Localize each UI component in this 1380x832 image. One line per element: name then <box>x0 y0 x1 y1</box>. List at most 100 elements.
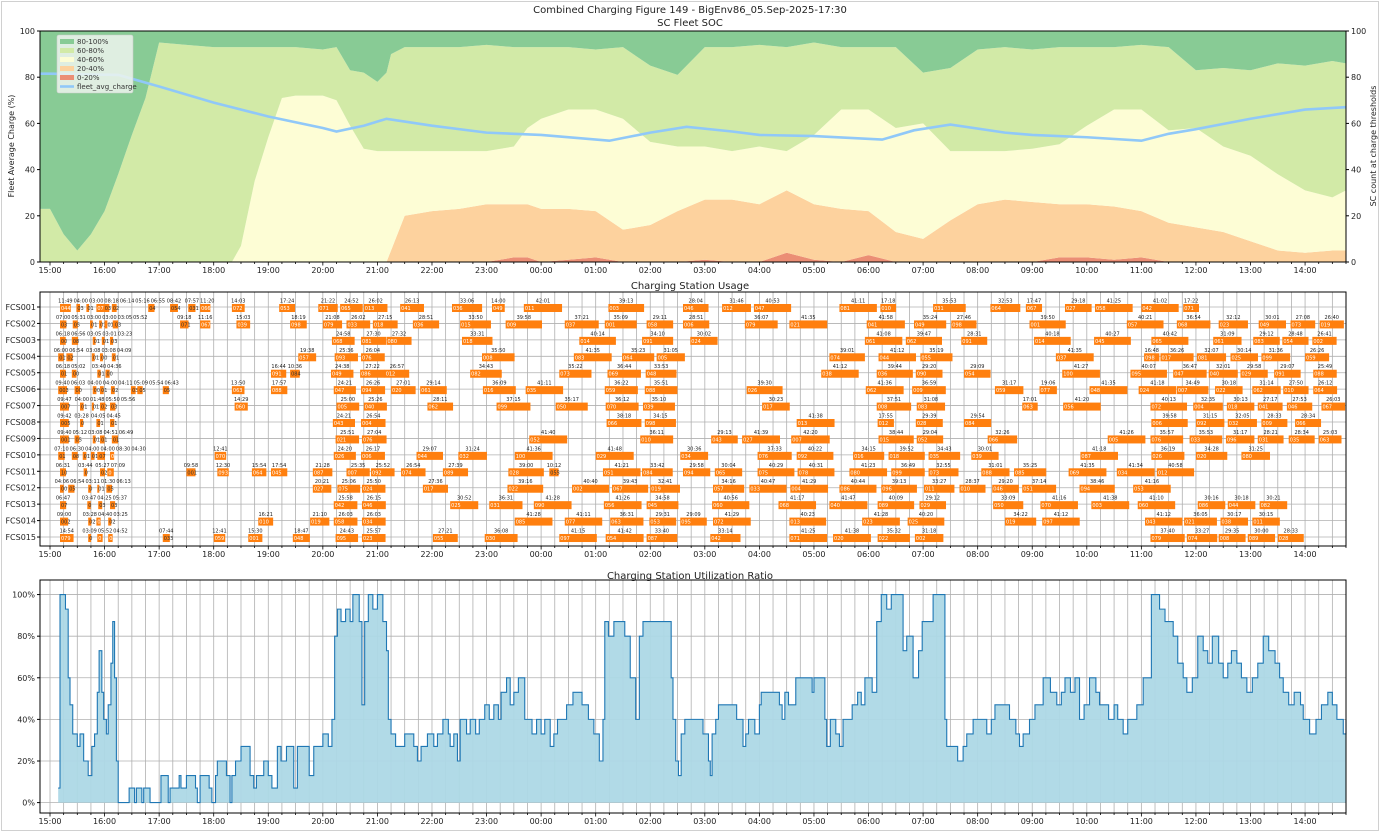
legend-swatch-0-20pct <box>60 75 74 80</box>
session-id-label: 094 <box>684 470 694 476</box>
charging-session-bar <box>1257 402 1283 411</box>
session-id-label: 023 <box>863 520 873 526</box>
charging-session-bar <box>650 484 680 493</box>
session-id-label: 031 <box>1259 437 1269 443</box>
charging-session-bar <box>290 369 300 378</box>
charging-session-bar <box>549 468 559 477</box>
session-duration-label: 25:51 <box>340 430 354 436</box>
charging-session-bar <box>1253 336 1280 345</box>
session-id-label: 021 <box>337 437 347 443</box>
charging-session-bar <box>80 419 84 428</box>
session-duration-label: 34:43 <box>937 446 951 452</box>
charging-session-bar <box>1257 435 1284 444</box>
session-id-label: 098 <box>952 322 962 328</box>
charging-session-bar <box>797 468 835 477</box>
session-duration-label: 28:51 <box>689 315 703 321</box>
session-id-label: 026 <box>335 454 345 460</box>
session-duration-label: 28:34 <box>1294 430 1308 436</box>
session-id-label: 01 <box>100 322 106 328</box>
session-duration-label: 24:20 <box>338 446 352 452</box>
station-label-fcs005: FCS005 <box>5 369 36 378</box>
session-id-label: 003 <box>59 388 69 394</box>
session-id-label: 036 <box>878 372 888 378</box>
session-duration-label: 04:06 <box>55 479 69 485</box>
session-id-label: 031 <box>934 306 944 312</box>
charging-session-bar <box>853 451 885 460</box>
session-id-label: 087 <box>1081 454 1091 460</box>
session-duration-label: 30:04 <box>721 463 735 469</box>
session-duration-label: 09:18 <box>177 315 191 321</box>
charging-session-bar <box>564 320 599 329</box>
charging-session-bar <box>514 517 553 526</box>
session-duration-label: 10:36 <box>288 364 302 370</box>
session-duration-label: 39:16 <box>518 479 532 485</box>
session-id-label: 091 <box>962 339 972 345</box>
session-duration-label: 41:28 <box>874 512 888 518</box>
session-duration-label: 36:07 <box>754 315 768 321</box>
session-id-label: 001 <box>606 322 616 328</box>
session-duration-label: 06:47 <box>56 496 70 502</box>
session-id-label: 022 <box>508 487 518 493</box>
charging-session-bar <box>292 534 310 543</box>
charging-session-bar <box>332 419 355 428</box>
soc-xtick-label: 04:00 <box>748 266 771 275</box>
session-id-label: 057 <box>714 487 724 493</box>
charging-session-bar <box>564 517 603 526</box>
session-duration-label: 31:18 <box>922 529 936 535</box>
session-duration-label: 39:44 <box>888 364 902 370</box>
session-id-label: 01 <box>94 339 100 345</box>
session-id-label: 054 <box>171 306 181 312</box>
session-id-label: 036 <box>414 322 424 328</box>
session-id-label: 0 <box>109 536 112 542</box>
session-id-label: 068 <box>779 503 789 509</box>
session-id-label: 095 <box>1131 372 1141 378</box>
session-id-label: 034 <box>681 454 691 460</box>
charging-session-bar <box>110 402 116 411</box>
session-duration-label: 17:57 <box>272 381 286 387</box>
session-id-label: 027 <box>1066 306 1076 312</box>
charging-session-bar <box>66 353 73 362</box>
session-id-label: 077 <box>566 520 576 526</box>
session-id-label: 054 <box>607 536 617 542</box>
session-id-label: 049 <box>1260 322 1270 328</box>
session-id-label: 089 <box>1249 536 1259 542</box>
charging-session-bar <box>346 320 371 329</box>
session-id-label: 05 <box>74 322 80 328</box>
charging-session-bar <box>829 353 865 362</box>
session-id-label: 0 <box>89 487 92 493</box>
charging-session-bar <box>492 304 505 312</box>
session-id-label: 01 <box>91 322 97 328</box>
charging-session-bar <box>100 468 105 477</box>
charging-session-bar <box>97 534 103 543</box>
session-duration-label: 26:26 <box>1310 348 1324 354</box>
charging-session-bar <box>337 484 361 493</box>
session-duration-label: 29:12 <box>1259 331 1273 337</box>
charging-session-bar <box>98 501 103 510</box>
session-duration-label: 41:38 <box>808 414 822 420</box>
session-duration-label: 05:37 <box>113 496 127 502</box>
session-duration-label: 39:13 <box>892 479 906 485</box>
session-id-label: 0 <box>97 520 100 526</box>
charging-session-bar <box>1193 402 1223 411</box>
soc-band-20-40pct <box>40 190 1346 262</box>
session-id-label: 094 <box>362 388 372 394</box>
charging-session-bar <box>1184 517 1217 526</box>
session-duration-label: 41:28 <box>526 512 540 518</box>
session-duration-label: 03:47 <box>82 496 96 502</box>
session-id-label: 099 <box>892 470 902 476</box>
session-duration-label: 33:53 <box>654 364 668 370</box>
gantt-xtick-label: 03:00 <box>693 550 716 559</box>
session-id-label: 056 <box>605 503 615 509</box>
session-duration-label: 09:42 <box>57 414 71 420</box>
charging-session-bar <box>1116 468 1155 477</box>
session-id-label: 079 <box>61 536 71 542</box>
soc-legend: 80-100%60-80%40-60%20-40%0-20%fleet_avg_… <box>56 34 137 94</box>
charging-session-bar <box>915 369 943 378</box>
soc-left-ytick-label: 20 <box>25 212 35 221</box>
charging-session-bar <box>865 386 904 395</box>
session-duration-label: 09:40 <box>55 381 69 387</box>
session-duration-label: 01:30 <box>101 479 115 485</box>
charging-session-bar <box>60 435 69 444</box>
session-id-label: 017 <box>763 405 773 411</box>
charging-session-bar <box>346 468 370 477</box>
